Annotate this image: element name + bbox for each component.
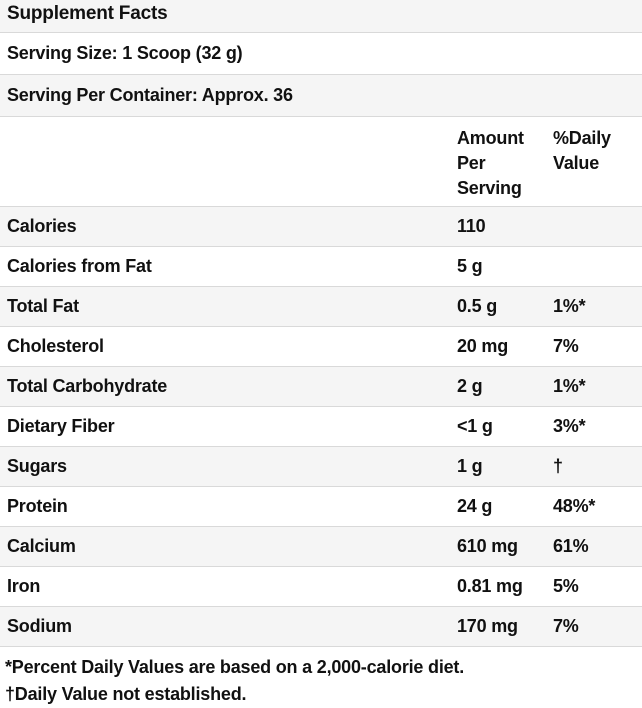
column-header-amount: Amount Per Serving [457,117,553,201]
table-row: Cholesterol 20 mg 7% [0,327,642,367]
nutrient-label: Total Fat [7,296,79,316]
amount-value: 1 g [457,456,483,476]
column-header-daily-value: %Daily Value [553,117,642,176]
daily-value: 61% [553,536,589,556]
column-header-row: Amount Per Serving %Daily Value [0,117,642,207]
amount-value: 0.5 g [457,296,498,316]
column-header-daily-value-label: %Daily Value [553,128,611,173]
amount-value: 2 g [457,376,483,396]
table-row: Iron 0.81 mg 5% [0,567,642,607]
servings-per-container-row: Serving Per Container: Approx. 36 [0,75,642,117]
amount-value: 110 [457,216,486,236]
table-row: Sugars 1 g † [0,447,642,487]
nutrient-label: Calories from Fat [7,256,152,276]
footnote-percent-daily-values: *Percent Daily Values are based on a 2,0… [5,657,465,677]
amount-value: <1 g [457,416,493,436]
column-header-amount-label: Amount Per Serving [457,128,524,198]
nutrient-label: Calories [7,216,77,236]
nutrient-label: Sugars [7,456,67,476]
amount-value: 0.81 mg [457,576,523,596]
daily-value: 7% [553,616,579,636]
table-title-row: Supplement Facts [0,0,642,33]
daily-value: 1%* [553,296,586,316]
table-row: Total Carbohydrate 2 g 1%* [0,367,642,407]
daily-value: 3%* [553,416,586,436]
daily-value: 7% [553,336,579,356]
table-row: Calories 110 [0,207,642,247]
servings-per-container-text: Serving Per Container: Approx. 36 [7,85,293,105]
nutrient-label: Iron [7,576,41,596]
amount-value: 610 mg [457,536,518,556]
daily-value: 1%* [553,376,586,396]
footnote-daily-value-not-established: †Daily Value not established. [5,684,247,704]
table-row: Dietary Fiber <1 g 3%* [0,407,642,447]
serving-size-row: Serving Size: 1 Scoop (32 g) [0,33,642,75]
daily-value: † [553,456,563,476]
page-title: Supplement Facts [7,3,168,24]
nutrient-label: Cholesterol [7,336,104,356]
nutrient-label: Calcium [7,536,76,556]
table-row: Sodium 170 mg 7% [0,607,642,647]
daily-value: 48%* [553,496,596,516]
daily-value: 5% [553,576,579,596]
table-row: Calcium 610 mg 61% [0,527,642,567]
table-row: Calories from Fat 5 g [0,247,642,287]
amount-value: 5 g [457,256,483,276]
amount-value: 170 mg [457,616,518,636]
nutrient-label: Total Carbohydrate [7,376,168,396]
nutrient-label: Dietary Fiber [7,416,115,436]
amount-value: 24 g [457,496,493,516]
table-row: Total Fat 0.5 g 1%* [0,287,642,327]
amount-value: 20 mg [457,336,509,356]
table-row: Protein 24 g 48%* [0,487,642,527]
nutrient-label: Protein [7,496,68,516]
nutrient-label: Sodium [7,616,72,636]
serving-size-text: Serving Size: 1 Scoop (32 g) [7,43,243,63]
footnotes-section: *Percent Daily Values are based on a 2,0… [0,647,642,708]
